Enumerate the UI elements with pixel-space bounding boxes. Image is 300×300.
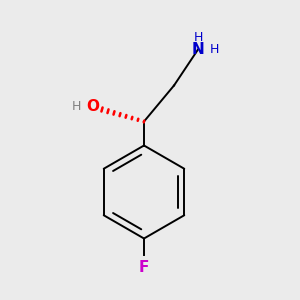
Text: H: H	[210, 43, 219, 56]
Text: H: H	[193, 31, 203, 44]
Text: H: H	[72, 100, 81, 113]
Text: F: F	[139, 260, 149, 274]
Text: N: N	[192, 42, 204, 57]
Text: O: O	[86, 99, 100, 114]
